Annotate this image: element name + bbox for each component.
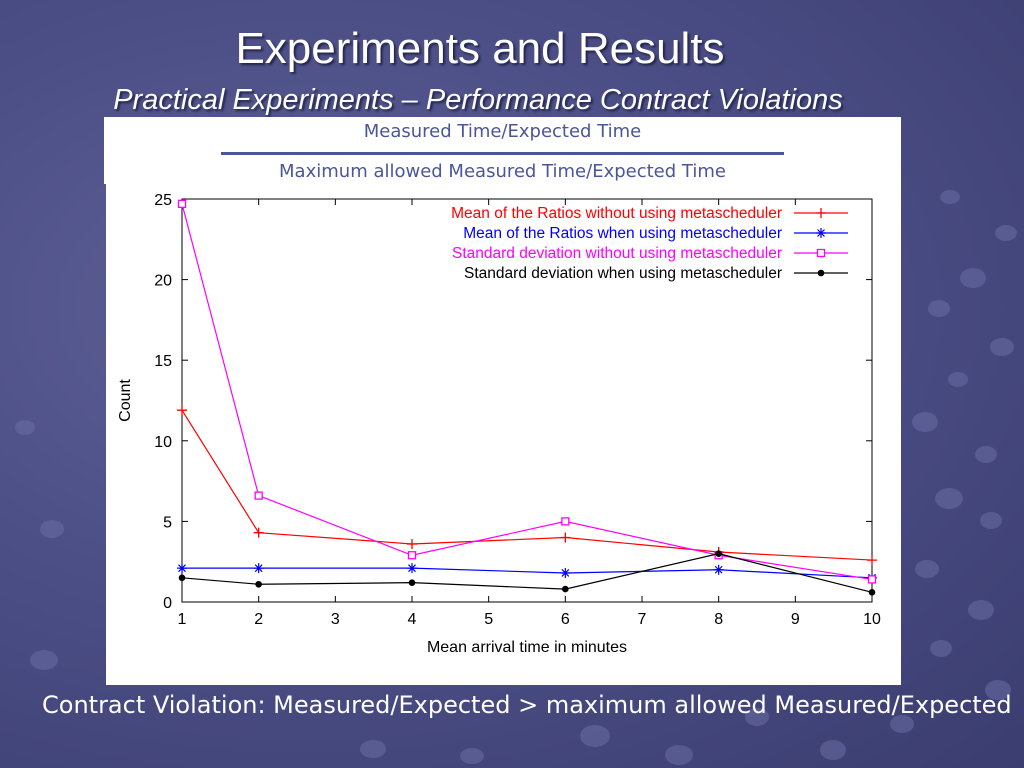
data-point-dot: [408, 579, 416, 586]
data-point-star: [816, 228, 826, 238]
x-tick-label: 6: [561, 611, 570, 628]
data-point-dot: [562, 585, 569, 593]
data-point-dot: [868, 589, 876, 596]
data-point-plus: [867, 555, 877, 566]
data-point-star: [177, 563, 187, 574]
series-line-3: [181, 203, 873, 581]
data-point-plus: [407, 538, 417, 549]
series-line-2: [182, 567, 873, 579]
y-tick-label: 0: [163, 595, 172, 612]
data-point-plus: [816, 208, 826, 218]
data-point-plus: [177, 405, 187, 416]
slide-subtitle: Practical Experiments – Performance Cont…: [113, 84, 843, 116]
fraction-rule: [221, 152, 784, 155]
data-point-square: [867, 575, 877, 584]
data-point-dot: [817, 269, 825, 277]
y-tick-label: 10: [154, 434, 172, 451]
x-tick-label: 10: [863, 611, 881, 628]
data-point-star: [560, 567, 571, 578]
x-tick-label: 4: [408, 611, 417, 628]
data-point-square: [561, 517, 570, 526]
data-point-star: [253, 563, 264, 574]
header-line-measured: Measured Time/Expected Time: [363, 121, 642, 142]
y-axis-label: Count: [117, 379, 134, 422]
x-tick-label: 2: [254, 611, 263, 628]
x-tick-label: 7: [638, 611, 647, 628]
legend-label: Standard deviation when using metaschedu…: [464, 265, 782, 282]
x-tick-label: 9: [791, 611, 800, 628]
data-point-star: [713, 564, 724, 575]
x-tick-label: 3: [331, 611, 340, 628]
slide-title: Experiments and Results: [235, 24, 725, 73]
legend-label: Mean of the Ratios when using metaschedu…: [463, 225, 782, 242]
y-tick-label: 5: [163, 514, 172, 531]
plot-frame: [181, 198, 873, 603]
data-point-dot: [715, 550, 722, 557]
data-point-plus: [560, 532, 571, 543]
x-tick-label: 1: [178, 611, 187, 628]
data-point-dot: [178, 574, 186, 582]
y-tick-label: 15: [154, 353, 172, 370]
data-point-plus: [253, 527, 264, 538]
y-tick-label: 25: [154, 192, 172, 209]
data-point-square: [254, 491, 263, 500]
chart-box: 1 2 3 4 5 6 7 8 9 10 0 5 10 15 20 25 Mean arrival time i…: [106, 184, 901, 685]
x-tick-label: 5: [484, 611, 493, 628]
legend-label: Standard deviation without using metasch…: [452, 245, 782, 262]
legend-label: Mean of the Ratios without using metasch…: [451, 205, 782, 222]
data-point-square: [816, 248, 826, 258]
x-axis-label: Mean arrival time in minutes: [427, 639, 627, 656]
series-line-4: [181, 553, 873, 593]
line-chart: 1 2 3 4 5 6 7 8 9 10 0 5 10 15 20 25 Mean arrival time i…: [117, 192, 881, 656]
data-point-square: [407, 551, 417, 560]
y-tick-label: 20: [154, 273, 172, 290]
x-tick-label: 8: [714, 611, 723, 628]
header-box: Measured Time/Expected Time Maximum allo…: [104, 117, 901, 184]
data-point-dot: [255, 580, 262, 588]
data-point-star: [407, 563, 417, 574]
series-line-1: [181, 409, 873, 561]
contract-violation-note: Contract Violation: Measured/Expected > …: [42, 691, 1012, 719]
data-point-square: [177, 199, 187, 208]
header-line-maximum: Maximum allowed Measured Time/Expected T…: [279, 161, 726, 182]
